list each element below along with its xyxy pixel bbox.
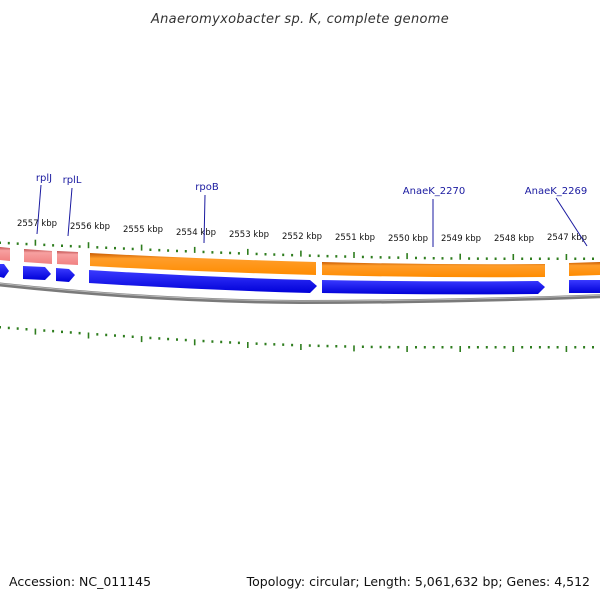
forward-feature-pink	[57, 251, 78, 265]
gene-label-rplL: rplL	[63, 175, 82, 186]
gene-leader-line	[67, 187, 73, 237]
reverse-cds-arrow	[89, 270, 317, 293]
kbp-label: 2547 kbp	[547, 233, 587, 243]
kbp-label: 2556 kbp	[70, 222, 110, 232]
kbp-label: 2552 kbp	[282, 232, 322, 242]
kbp-label: 2548 kbp	[494, 234, 534, 244]
forward-feature-pink	[0, 247, 10, 261]
kbp-label-group: 2557 kbp 2556 kbp 2555 kbp 2554 kbp 2553…	[17, 219, 587, 244]
reverse-cds-arrow	[23, 266, 51, 280]
kbp-label: 2557 kbp	[17, 219, 57, 229]
gene-label-rplJ: rplJ	[36, 173, 52, 184]
forward-feature-orange	[569, 262, 600, 276]
forward-feature-track	[0, 247, 600, 278]
lower-tick-track	[0, 326, 594, 352]
gene-label-AnaeK_2269: AnaeK_2269	[525, 186, 587, 197]
kbp-label: 2553 kbp	[229, 230, 269, 240]
reverse-cds-arrow	[322, 280, 545, 295]
forward-feature-orange	[322, 262, 545, 278]
genome-backbone	[0, 282, 600, 305]
gene-leader-line	[36, 184, 42, 235]
map-title: Anaeromyxobacter sp. K, complete genome	[150, 12, 449, 27]
reverse-cds-track	[0, 264, 600, 295]
forward-feature-orange	[90, 253, 316, 275]
kbp-label: 2550 kbp	[388, 234, 428, 244]
accession-text: Accession: NC_011145	[9, 574, 152, 589]
gene-label-AnaeK_2270: AnaeK_2270	[403, 186, 465, 197]
kbp-label: 2555 kbp	[123, 225, 163, 235]
kbp-label: 2551 kbp	[335, 233, 375, 243]
genome-backbone-highlight	[0, 283, 600, 302]
reverse-cds-arrow	[569, 280, 600, 293]
forward-feature-pink	[24, 249, 52, 264]
kbp-label: 2554 kbp	[176, 228, 216, 238]
topology-text: Topology: circular; Length: 5,061,632 bp…	[246, 574, 590, 589]
gene-label-group: rplJ rplL rpoB AnaeK_2270 AnaeK_2269	[36, 173, 588, 247]
upper-tick-track	[0, 239, 594, 260]
kbp-label: 2549 kbp	[441, 234, 481, 244]
reverse-cds-arrow	[56, 268, 75, 282]
gene-leader-line	[203, 194, 206, 244]
gene-leader-line	[555, 197, 588, 247]
reverse-cds-arrow	[0, 264, 9, 278]
gene-label-rpoB: rpoB	[195, 182, 219, 193]
